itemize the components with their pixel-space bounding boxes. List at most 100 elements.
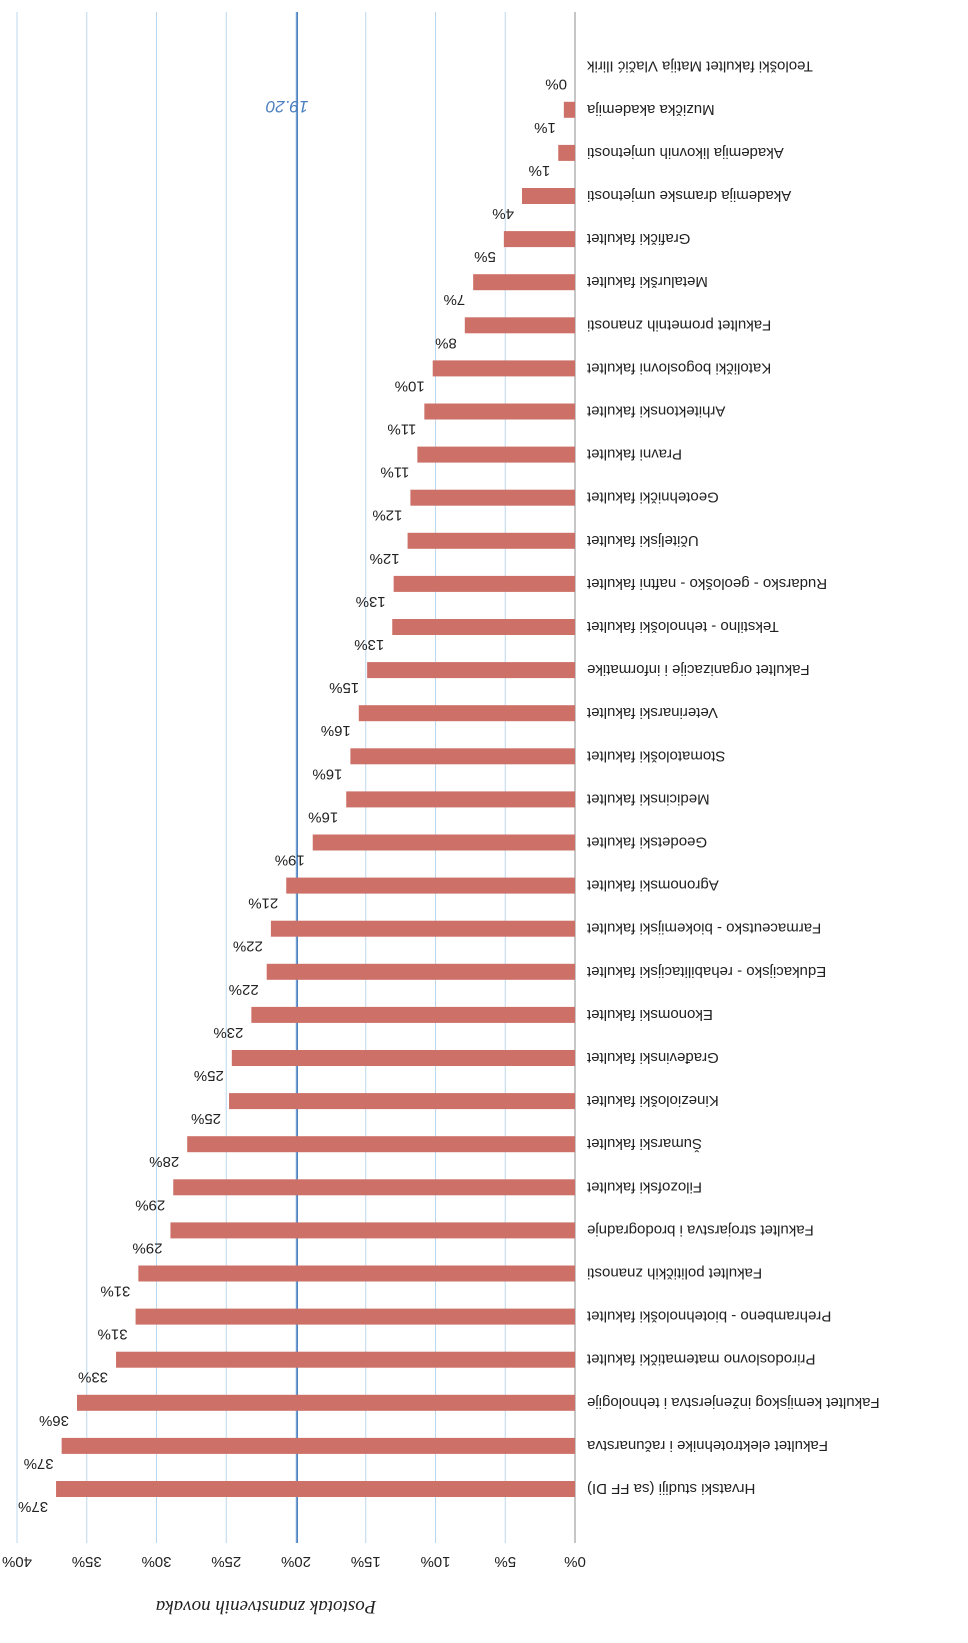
category-label: Edukacijsko - rehabilitacijski fakultet <box>586 963 826 980</box>
category-label: Kineziološki fakultet <box>586 1092 719 1109</box>
value-label: 22% <box>229 981 259 998</box>
value-label: 7% <box>443 291 465 308</box>
value-label: 31% <box>100 1283 130 1300</box>
category-label: Katolički bogoslovni fakultet <box>586 359 771 376</box>
value-label: 12% <box>372 507 402 524</box>
category-label: Muzička akademija <box>586 101 714 118</box>
value-label: 21% <box>248 895 278 912</box>
bar <box>56 1481 575 1497</box>
value-label: 11% <box>380 464 409 481</box>
value-label: 15% <box>329 679 359 696</box>
category-label: Fakultet kemijskog inženjerstva i tehnol… <box>587 1394 880 1411</box>
tick-label: 25% <box>211 1553 241 1570</box>
value-label: 22% <box>233 938 263 955</box>
bar <box>358 705 575 722</box>
category-label: Učiteljski fakultet <box>586 532 699 549</box>
value-label: 25% <box>194 1067 224 1084</box>
bar <box>393 575 575 592</box>
bar <box>135 1308 575 1325</box>
value-label: 16% <box>321 722 351 739</box>
category-label: Metalurški fakultet <box>586 273 708 290</box>
bar <box>410 489 575 506</box>
value-label: 31% <box>98 1326 128 1343</box>
category-label: Veterinarski fakultet <box>586 704 718 721</box>
rotated-chart-group: 19.20 37% 37% 36% 33% 31% 31% 29% 29% 28% 25% 25% 2… <box>2 12 880 1617</box>
tick-label: 30% <box>141 1553 171 1570</box>
bar <box>231 1050 575 1066</box>
category-label: Fakultet strojarstva i brodogradnje <box>587 1221 814 1238</box>
category-label: Akademija dramske umjetnosti <box>587 187 791 204</box>
value-label: 28% <box>149 1153 179 1170</box>
reference-line-group: 19.20 <box>265 12 308 1543</box>
bar <box>473 274 575 291</box>
bar <box>286 877 575 894</box>
axis-title: Postotak znanstvenih novaka <box>156 1596 378 1617</box>
bar <box>432 360 575 377</box>
value-label: 1% <box>529 162 551 179</box>
bar <box>367 662 575 679</box>
value-label: 36% <box>39 1412 69 1429</box>
category-label: Geodetski fakultet <box>586 834 707 851</box>
value-label: 33% <box>78 1369 108 1386</box>
category-label: Ekonomski fakultet <box>586 1006 713 1023</box>
value-label: 37% <box>24 1455 54 1472</box>
category-label: Šumarski fakultet <box>586 1135 702 1152</box>
bar <box>464 317 575 334</box>
bar <box>229 1093 575 1110</box>
category-label: Farmaceutsko - biokemijski fakultet <box>586 920 821 937</box>
value-labels: 37% 37% 36% 33% 31% 31% 29% 29% 28% 25% 25% 23% 22% 2… <box>18 76 567 1515</box>
bar <box>270 920 575 937</box>
value-label: 10% <box>395 377 425 394</box>
category-label: Fakultet elektrotehnike i računarstva <box>586 1437 828 1454</box>
value-label: 13% <box>354 636 384 653</box>
tick-label: 10% <box>420 1553 450 1570</box>
value-label: 11% <box>387 421 416 438</box>
value-label: 1% <box>534 119 556 136</box>
value-label: 12% <box>370 550 400 567</box>
category-label: Hrvatski studiji (sa FF DI) <box>587 1480 755 1497</box>
bar <box>521 188 575 204</box>
bar <box>558 144 575 161</box>
category-label: Grafički fakultet <box>586 230 690 247</box>
bar <box>424 403 575 420</box>
category-label: Agronomski fakultet <box>586 877 719 894</box>
tick-label: 15% <box>351 1553 381 1570</box>
value-label: 8% <box>435 334 457 351</box>
value-label: 0% <box>545 76 567 93</box>
bar <box>346 791 575 808</box>
bar <box>266 963 575 980</box>
category-label: Pravni fakultet <box>586 446 682 463</box>
category-label: Rudarsko - geološko - naftni fakultet <box>586 575 827 592</box>
category-labels: Hrvatski studiji (sa FF DI) Fakultet elek… <box>586 58 879 1497</box>
value-label: 16% <box>312 765 342 782</box>
value-label: 37% <box>18 1498 48 1515</box>
bar <box>312 834 575 851</box>
tick-labels: 0% 5% 10% 15% 20% 25% 30% 35% 40% <box>2 1553 586 1570</box>
bar <box>76 1394 575 1411</box>
tick-label: 40% <box>2 1553 32 1570</box>
category-label: Prirodoslovno matematički fakultet <box>586 1351 815 1368</box>
tick-label: 5% <box>494 1553 516 1570</box>
value-label: 29% <box>132 1239 162 1256</box>
value-label: 16% <box>308 808 338 825</box>
value-label: 4% <box>492 205 514 222</box>
value-label: 25% <box>191 1110 221 1127</box>
category-label: Medicinski fakultet <box>586 790 709 807</box>
category-label: Filozofski fakultet <box>586 1178 702 1195</box>
value-label: 23% <box>213 1024 243 1041</box>
category-label: Teološki fakultet Matija Vlačić Ilirik <box>587 58 813 75</box>
bar <box>170 1222 575 1239</box>
category-label: Građevinski fakultet <box>586 1049 719 1066</box>
bar <box>407 532 575 549</box>
gridlines <box>16 12 576 1543</box>
category-label: Fakultet prometnih znanosti <box>587 316 771 333</box>
bar <box>187 1136 575 1153</box>
bar <box>173 1179 575 1196</box>
category-label: Stomatološki fakultet <box>586 747 725 764</box>
bar <box>61 1437 575 1454</box>
bar <box>417 446 575 463</box>
bar <box>563 101 575 118</box>
value-label: 29% <box>135 1196 165 1213</box>
category-label: Akademija likovnih umjetnosti <box>587 144 784 161</box>
